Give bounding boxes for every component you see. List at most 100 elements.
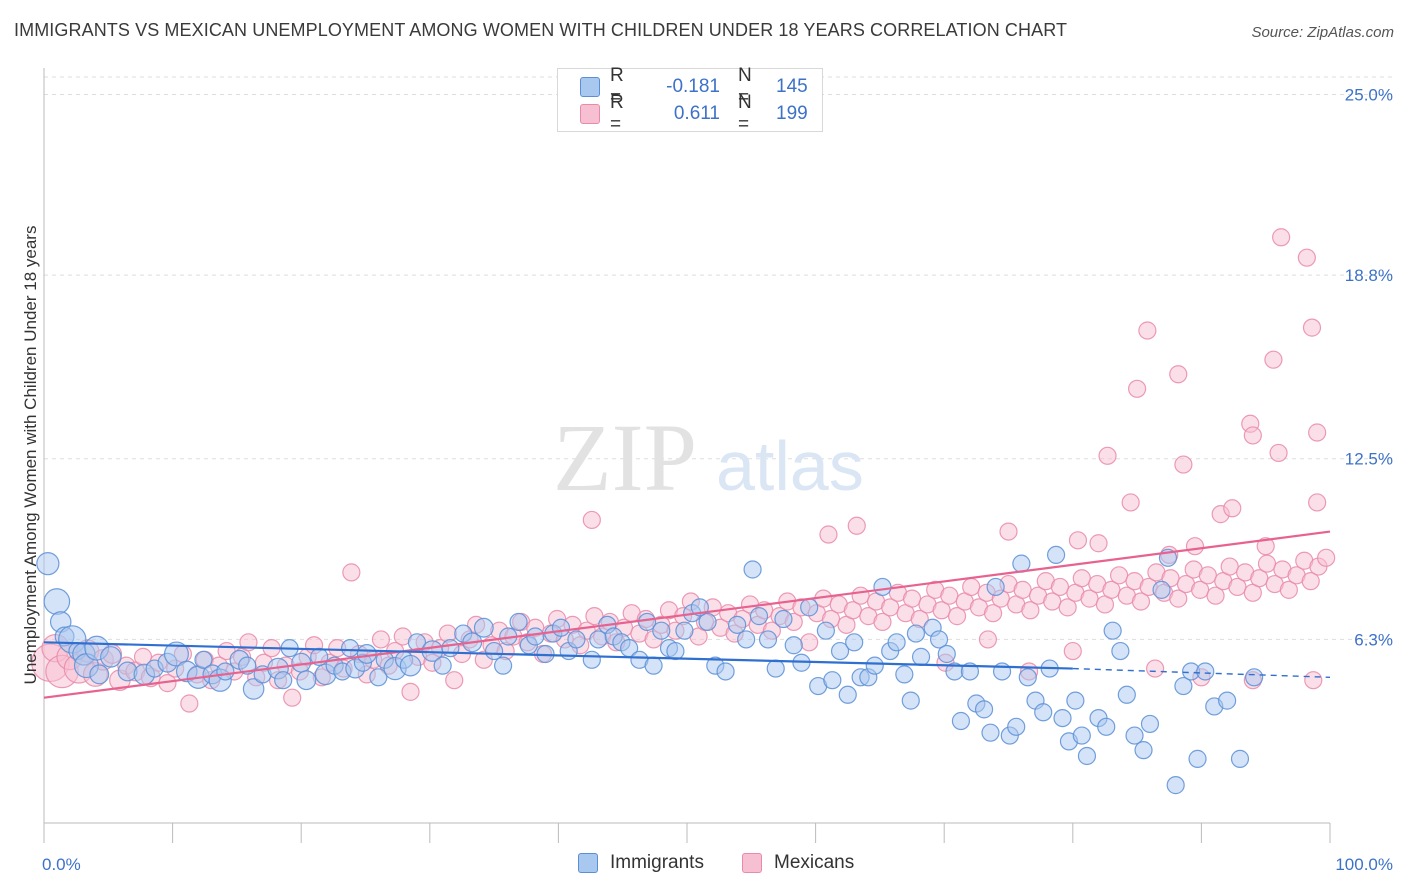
immigrants-point [666,641,685,661]
mexicans-point [1308,493,1327,512]
immigrants-point [194,650,213,669]
immigrants-point [981,723,1000,742]
immigrants-point [743,560,762,579]
immigrants-point [526,627,545,646]
watermark: ZIP atlas [553,404,864,511]
mexicans-point [1304,671,1323,690]
immigrants-point [873,577,892,597]
immigrants-point [296,670,317,691]
immigrants-point [758,630,778,649]
immigrants-point [1174,676,1193,696]
mexicans-point [947,607,967,626]
legend-n-label: N = [738,65,752,108]
mexicans-point [983,604,1003,623]
immigrants-point [895,665,914,684]
immigrants-point [1103,621,1122,640]
mexicans-point [1185,537,1205,556]
mexicans-point [1121,493,1140,512]
immigrants-point [567,630,586,649]
immigrants-point [1140,714,1160,734]
mexicans-point [1297,248,1316,267]
immigrants-point [1077,746,1097,766]
bottom-legend-label-immigrants: Immigrants [610,852,704,873]
immigrants-point [974,700,994,719]
immigrants-point [901,691,920,710]
mexicans-point [1169,589,1188,608]
immigrants-point [800,598,819,617]
tick-labels: 6.3% 12.5% 18.8% 25.0% 0.0% 100.0% [42,85,1393,874]
immigrants-point [937,644,956,664]
mexicans-point [1146,659,1165,678]
mexicans-point [1131,592,1151,611]
mexicans-point [873,612,892,632]
immigrants-point [582,650,601,669]
mexicans-point [962,577,981,597]
immigrants-point [1196,662,1215,681]
legend-row-mexicans: R = 0.611 N = 199 [580,92,808,135]
immigrants-point [774,609,793,629]
mexicans-point [819,525,838,544]
immigrants-point [43,588,71,615]
mexicans-point [1301,572,1320,591]
gridlines [44,76,1392,640]
mexicans-point [1098,446,1117,465]
immigrants-point [433,656,452,675]
immigrants-point [494,656,513,675]
mexicans-point [1206,586,1225,605]
bottom-legend: Immigrants Mexicans [0,852,1406,878]
mexicans-point [847,516,866,535]
immigrants-point [675,621,694,640]
immigrants-point [865,656,884,675]
mexicans-point [1279,580,1298,599]
watermark-atlas: atlas [716,427,864,505]
immigrants-point [951,711,971,731]
mexicans-point [1257,554,1277,573]
immigrants-point [1072,726,1091,745]
immigrants-point [1125,726,1144,745]
legend-row-immigrants: R = -0.181 N = 145 [580,65,808,108]
mexicans-point [1308,423,1327,442]
mexicans-point [1127,379,1147,398]
trend-lines [43,530,1331,699]
mexicans-point [582,510,601,530]
mexicans-point [1264,350,1283,369]
immigrants-point [1134,741,1153,760]
mexicans-point [1021,601,1040,620]
mexicans-point [1138,321,1157,340]
immigrants-point [1117,685,1136,704]
source-label: Source: ZipAtlas.com [1251,24,1394,41]
mexicans-point [1174,455,1193,474]
legend-r-label: R = [610,92,624,135]
immigrants-point [589,630,608,649]
bottom-legend-label-mexicans: Mexicans [774,852,855,873]
immigrants-point [737,630,756,649]
immigrants-point [441,639,460,658]
immigrants-point [1034,703,1053,722]
immigrants-point [698,612,717,632]
mexicans-point [851,586,870,605]
mexicans-point [800,633,819,652]
x-tick-label: 0.0% [42,855,81,874]
legend-n-value: 199 [776,103,808,124]
immigrants-point [1046,545,1066,565]
legend: R = -0.181 N = 145 R = 0.611 N = 199 [557,65,823,135]
immigrants-point [816,621,835,640]
mexicans-point [902,589,922,608]
immigrants-point [716,662,735,681]
immigrants-point [784,636,803,655]
immigrants-point [485,641,504,661]
immigrants-point [1018,668,1037,687]
legend-r-label: R = [610,65,624,108]
immigrants-point [1230,749,1250,768]
y-axis-label: Unemployment Among Women with Children U… [21,226,40,685]
immigrants-point [1007,717,1026,736]
immigrants-point [1053,708,1072,728]
immigrants-point [749,607,769,626]
mexicans-point [1169,365,1188,384]
immigrants-point [1066,691,1085,710]
bottom-legend-swatch-immigrants [578,853,598,873]
immigrants-point [274,671,293,690]
mexicans-point [940,586,959,605]
mexicans-point [1063,641,1082,661]
